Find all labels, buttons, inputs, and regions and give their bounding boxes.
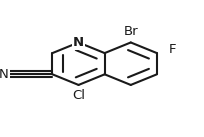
Text: N: N	[73, 36, 84, 49]
Text: Cl: Cl	[72, 89, 85, 102]
Text: N: N	[0, 68, 9, 81]
Text: Br: Br	[123, 25, 138, 38]
Text: F: F	[168, 43, 176, 56]
